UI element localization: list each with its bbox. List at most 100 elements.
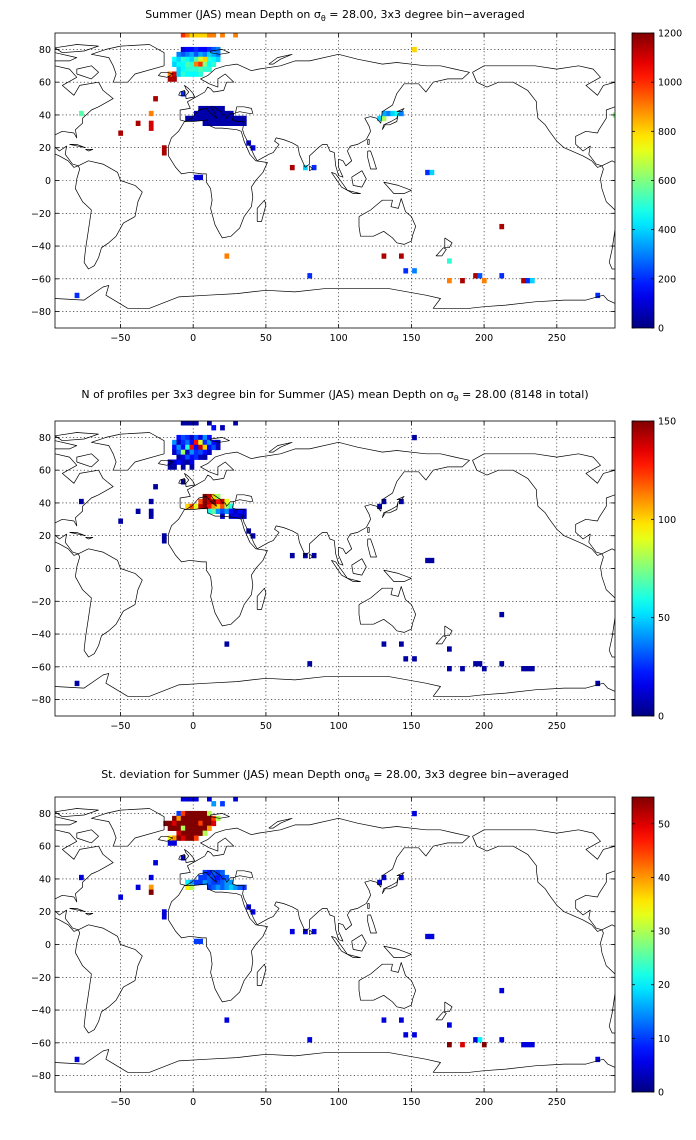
data-cell	[207, 874, 212, 881]
data-cell	[224, 641, 230, 647]
data-cell	[233, 884, 238, 890]
coastline-path	[178, 478, 185, 484]
data-cell	[473, 273, 478, 279]
data-cell	[399, 110, 404, 117]
data-cell	[228, 120, 234, 126]
data-cell	[215, 498, 221, 505]
x-tick-label: 250	[548, 721, 566, 732]
data-cell	[385, 110, 391, 117]
coastline-path	[358, 962, 417, 1009]
data-cell	[215, 508, 221, 514]
data-cell	[215, 115, 221, 122]
data-cell	[202, 815, 208, 822]
coastline-path	[256, 199, 267, 222]
coastline-path	[472, 460, 615, 556]
coastline-path	[55, 1049, 615, 1073]
coastline-path	[168, 883, 268, 1003]
data-cell	[185, 56, 190, 63]
data-cell	[499, 223, 505, 230]
y-tick-label: 0	[45, 940, 51, 951]
data-cell	[185, 815, 190, 822]
data-cells	[74, 421, 601, 687]
data-cell	[198, 879, 204, 886]
data-cell	[473, 1037, 478, 1043]
data-cell	[595, 1056, 601, 1063]
data-cell	[189, 56, 195, 63]
data-cell	[202, 66, 208, 72]
data-cell	[180, 449, 186, 455]
data-cell	[198, 66, 204, 72]
data-cell	[215, 439, 221, 446]
data-cell	[202, 449, 208, 455]
data-cell	[207, 810, 212, 817]
data-cell	[237, 115, 243, 122]
data-cell	[185, 66, 190, 72]
data-cell	[202, 434, 208, 441]
data-cell	[399, 498, 404, 505]
data-cell	[595, 680, 601, 687]
data-cell	[180, 825, 186, 831]
colorbar-tick-label: 150	[658, 417, 676, 428]
data-cell	[207, 56, 212, 63]
data-cell	[176, 810, 182, 817]
colorbar-tick-label: 100	[658, 515, 676, 526]
data-cell	[399, 1017, 404, 1023]
data-cell	[148, 874, 154, 881]
colorbar-tick-label: 0	[658, 1088, 664, 1099]
data-cell	[412, 1032, 417, 1038]
data-cell	[390, 110, 396, 117]
data-cell	[207, 421, 212, 426]
data-cell	[189, 825, 195, 831]
colorbar-frame	[631, 796, 655, 1093]
data-cell	[193, 115, 199, 122]
y-tick-label: −80	[31, 695, 51, 706]
data-cell	[460, 278, 465, 284]
data-cell	[153, 860, 158, 866]
data-cell	[189, 820, 195, 827]
data-cell	[202, 110, 208, 117]
data-cell	[202, 503, 208, 510]
data-cell	[215, 503, 221, 510]
colorbar-tick-label: 50	[658, 819, 670, 830]
data-cell	[148, 125, 154, 131]
data-cell	[202, 820, 208, 827]
data-cell	[167, 76, 173, 82]
data-cell	[394, 110, 400, 117]
data-cell	[167, 464, 173, 470]
coastline-path	[444, 625, 453, 637]
x-tick-label: 0	[190, 1097, 196, 1108]
coastline-path	[55, 816, 78, 826]
colorbar-tick-label: 400	[658, 225, 676, 236]
data-cell	[307, 273, 313, 279]
data-cell	[207, 51, 212, 58]
x-tick-label: 200	[475, 333, 493, 344]
data-cell	[220, 110, 225, 117]
data-cell	[233, 421, 238, 426]
data-cell	[224, 1017, 230, 1023]
data-cell	[202, 874, 208, 881]
data-cell	[207, 815, 212, 822]
coastline-path	[601, 548, 615, 555]
data-cell	[525, 278, 531, 284]
data-cell	[499, 273, 505, 279]
data-cell	[211, 815, 217, 822]
coastline	[55, 432, 615, 697]
data-cell	[180, 71, 186, 77]
data-cell	[220, 879, 225, 886]
data-cell	[447, 646, 452, 652]
data-cell	[215, 879, 221, 886]
data-cell	[220, 508, 225, 514]
data-cell	[148, 498, 154, 505]
data-cell	[180, 855, 186, 861]
coastline-path	[601, 952, 615, 975]
data-cell	[193, 174, 199, 181]
coastline-path	[608, 229, 615, 270]
data-cell	[241, 884, 247, 890]
data-cell	[207, 449, 212, 455]
y-tick-label: −80	[31, 307, 51, 318]
data-cell	[74, 1056, 80, 1063]
data-cell	[193, 439, 199, 446]
coastline-path	[351, 558, 367, 576]
x-tick-label: 150	[402, 721, 420, 732]
coastline-path	[367, 903, 370, 909]
